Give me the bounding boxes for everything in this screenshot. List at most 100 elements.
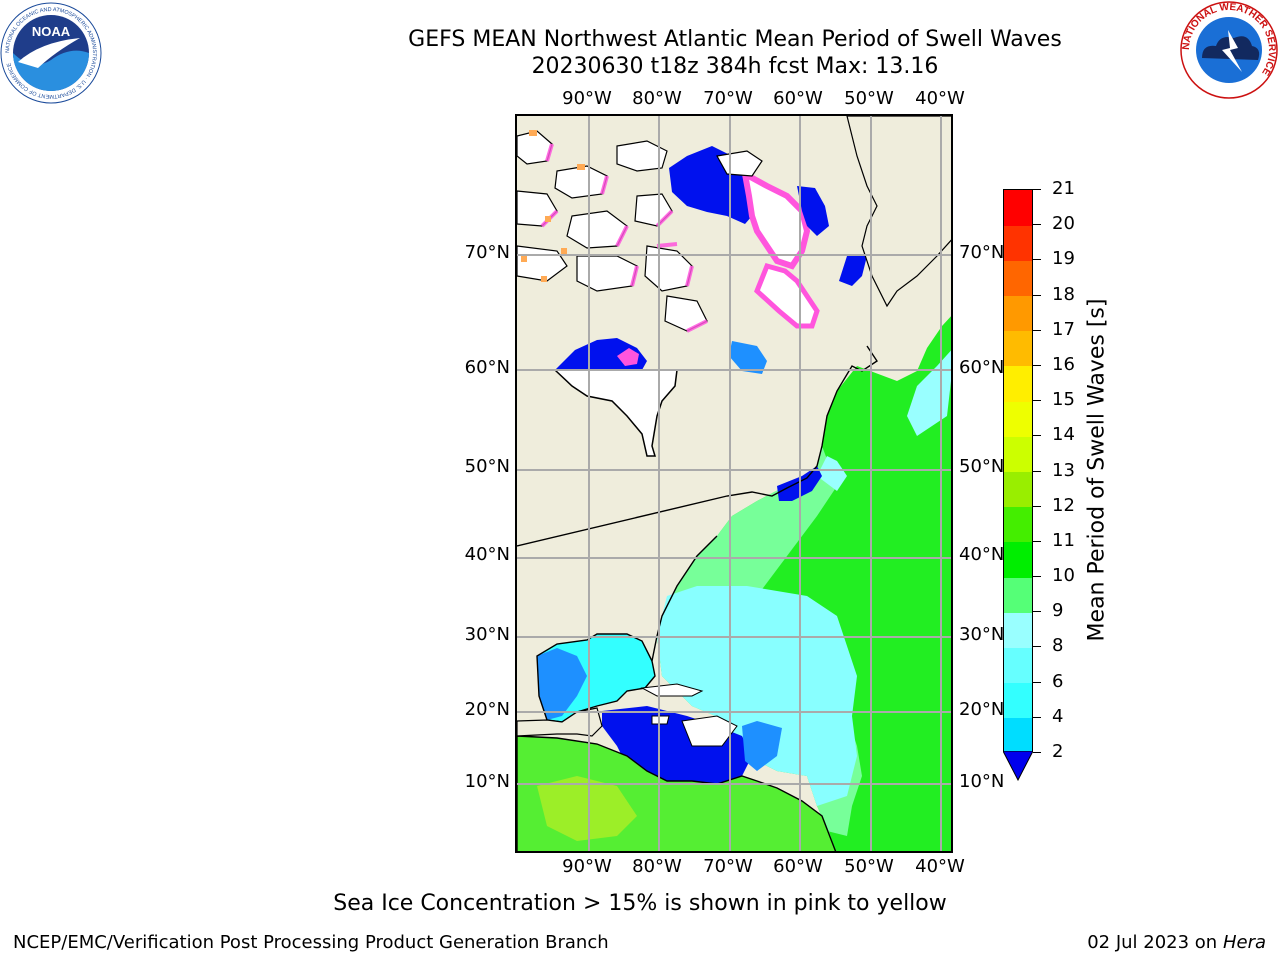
colorbar-tick — [1033, 752, 1041, 753]
lat-label-left: 10°N — [464, 771, 510, 792]
colorbar-tick — [1033, 224, 1041, 226]
davis-strait-blue — [797, 186, 829, 236]
caribbean-islands — [640, 683, 738, 747]
colorbar-segment — [1004, 647, 1032, 684]
lon-label-bottom: 60°W — [773, 856, 823, 877]
lon-label-top: 50°W — [844, 88, 894, 109]
cyan-nova-scotia — [817, 456, 847, 491]
colorbar-segment — [1004, 190, 1032, 226]
colorbar-segment — [1004, 365, 1032, 402]
chart-subtitle: 20230630 t18z 384h fcst Max: 13.16 — [531, 54, 939, 79]
colorbar-tick-label: 19 — [1052, 248, 1075, 270]
noaa-logo-text: NOAA — [32, 24, 71, 39]
lon-label-top: 70°W — [703, 88, 753, 109]
colorbar-label: Mean Period of Swell Waves [s] — [1084, 298, 1110, 642]
colorbar-tick-label: 15 — [1052, 389, 1075, 411]
central-america — [517, 707, 603, 737]
lat-label-left: 50°N — [464, 456, 510, 477]
colorbar-tick-label: 13 — [1052, 459, 1075, 481]
colorbar-segment — [1004, 682, 1032, 719]
lat-label-left: 70°N — [464, 242, 510, 263]
colorbar-tick-label: 14 — [1052, 424, 1075, 446]
lat-label-right: 50°N — [959, 456, 1005, 477]
footer-organization: NCEP/EMC/Verification Post Processing Pr… — [13, 932, 609, 953]
colorbar-segment — [1004, 260, 1032, 297]
lon-label-top: 80°W — [632, 88, 682, 109]
colorbar-tick — [1033, 681, 1041, 683]
colorbar-segment — [1004, 506, 1032, 543]
colorbar-segment — [1004, 295, 1032, 332]
lat-label-right: 40°N — [959, 544, 1005, 565]
ungava-blue — [729, 341, 767, 374]
lon-label-bottom: 70°W — [703, 856, 753, 877]
colorbar-tick-label: 18 — [1052, 283, 1075, 305]
lat-label-left: 40°N — [464, 544, 510, 565]
colorbar-tick-label: 9 — [1052, 600, 1064, 622]
nws-logo: NATIONAL WEATHER SERVICE — [1180, 1, 1278, 99]
labrador-ice — [754, 262, 820, 329]
colorbar-tick — [1033, 189, 1041, 190]
colorbar-tick — [1033, 329, 1041, 331]
lon-label-bottom: 40°W — [915, 856, 965, 877]
colorbar-tick-label: 6 — [1052, 670, 1064, 692]
colorbar-tick-label: 21 — [1052, 178, 1075, 199]
lon-label-bottom: 80°W — [632, 856, 682, 877]
hudson-bay-ice — [617, 348, 639, 366]
colorbar-tick — [1033, 470, 1041, 472]
colorbar-segment — [1004, 471, 1032, 508]
lon-label-bottom: 50°W — [844, 856, 894, 877]
gulf-west — [537, 648, 587, 720]
hudson-bay-land-gap — [553, 369, 678, 457]
colorbar-tick-label: 2 — [1052, 741, 1064, 762]
graticule — [517, 116, 951, 851]
cyan-subtropical — [657, 586, 857, 806]
colorbar-segment — [1004, 436, 1032, 472]
colorbar — [1003, 189, 1033, 754]
lat-label-right: 20°N — [959, 699, 1005, 720]
colorbar-tick — [1033, 505, 1041, 507]
lat-label-left: 30°N — [464, 624, 510, 645]
colorbar-tick — [1033, 716, 1041, 718]
baffin-ice — [740, 168, 811, 270]
colorbar-tick — [1033, 259, 1041, 261]
colorbar-tick — [1033, 294, 1041, 296]
colorbar-tick-label: 17 — [1052, 318, 1075, 340]
colorbar-under-arrow — [1003, 751, 1033, 781]
colorbar-tick — [1033, 576, 1041, 578]
colorbar-tick — [1033, 435, 1041, 437]
noaa-logo: NOAA NATIONAL OCEANIC AND ATMOSPHERIC AD… — [0, 2, 102, 104]
colorbar-tick-label: 12 — [1052, 494, 1075, 516]
colorbar-tick — [1033, 400, 1041, 402]
footer-host: Hera — [1222, 932, 1266, 953]
colorbar-segment — [1004, 577, 1032, 613]
colorbar-tick-label: 8 — [1052, 635, 1064, 657]
lat-label-left: 20°N — [464, 699, 510, 720]
lon-label-top: 60°W — [773, 88, 823, 109]
caribbean-east — [742, 721, 782, 771]
chart-title: GEFS MEAN Northwest Atlantic Mean Period… — [408, 27, 1062, 52]
lon-label-top: 90°W — [562, 88, 612, 109]
lat-label-right: 30°N — [959, 624, 1005, 645]
lon-label-top: 40°W — [915, 88, 965, 109]
colorbar-segment — [1004, 612, 1032, 648]
lat-label-left: 60°N — [464, 357, 510, 378]
sea-ice-note: Sea Ice Concentration > 15% is shown in … — [333, 891, 947, 916]
colorbar-segment — [1004, 401, 1032, 437]
labrador-sea-blue — [839, 256, 867, 286]
footer-date-text: 02 Jul 2023 on — [1087, 932, 1223, 953]
colorbar-tick — [1033, 540, 1041, 542]
colorbar-tick-label: 10 — [1052, 565, 1075, 587]
colorbar-tick-label: 20 — [1052, 213, 1075, 235]
map-canvas — [517, 116, 951, 851]
south-america-interior — [537, 776, 637, 841]
colorbar-tick-label: 4 — [1052, 705, 1064, 727]
gulf-coast — [536, 633, 653, 723]
florida — [644, 635, 658, 689]
lon-label-bottom: 90°W — [562, 856, 612, 877]
ice-orange — [521, 130, 585, 282]
colorbar-tick-label: 16 — [1052, 353, 1075, 375]
colorbar-tick-label: 11 — [1052, 529, 1075, 551]
colorbar-segment — [1004, 225, 1032, 261]
colorbar-tick — [1033, 364, 1041, 366]
lat-label-right: 10°N — [959, 771, 1005, 792]
